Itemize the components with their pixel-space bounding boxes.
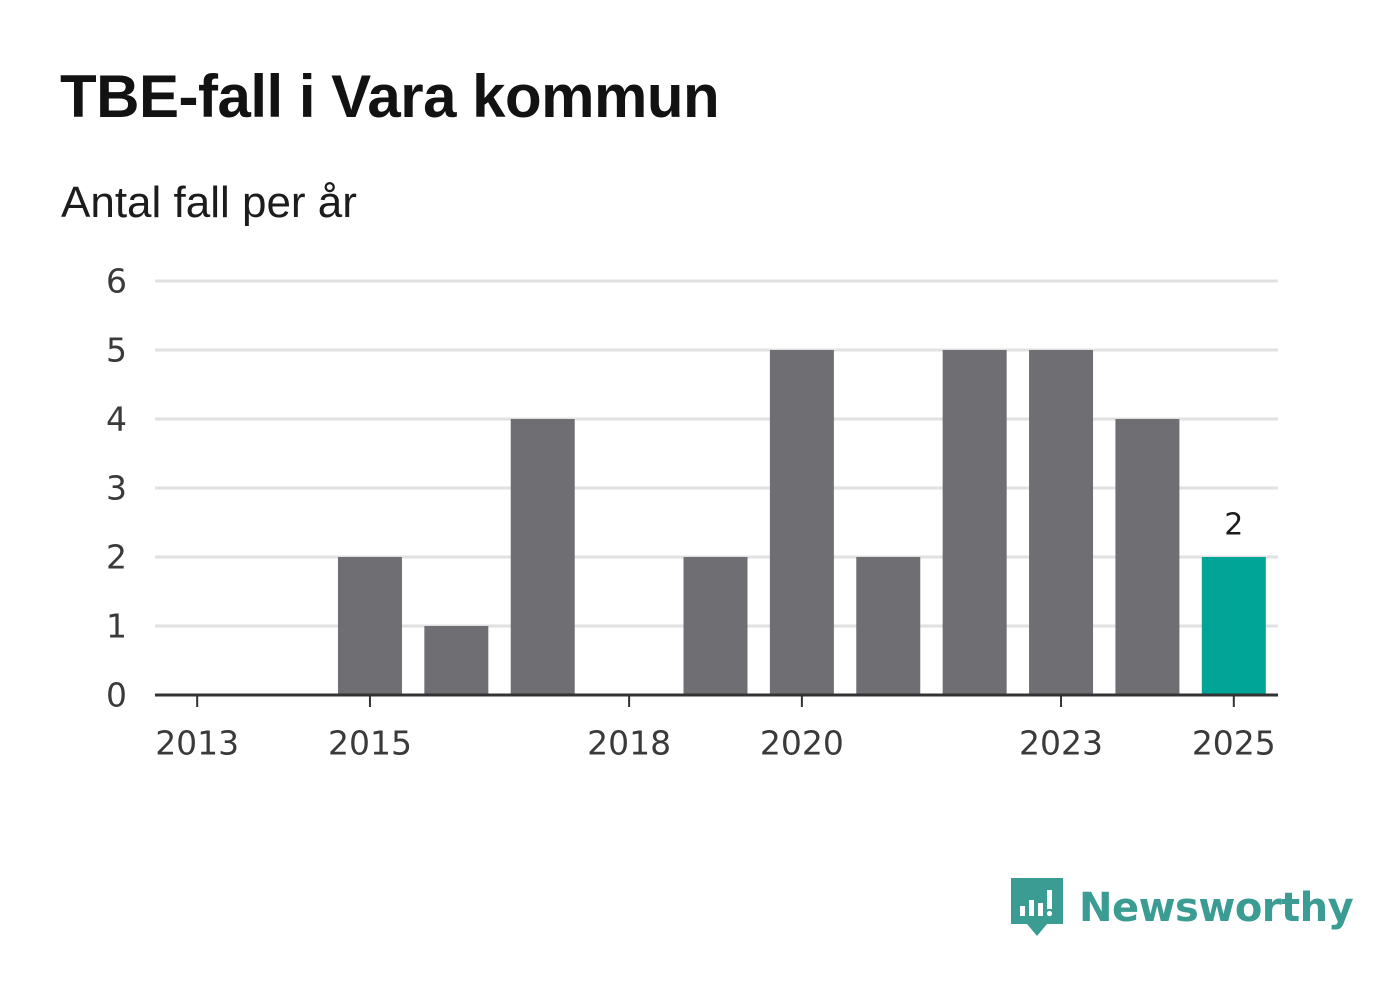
bar-2022: [942, 350, 1007, 695]
chart-subtitle: Antal fall per år: [61, 178, 357, 227]
newsworthy-logo-icon: [1011, 878, 1063, 936]
x-tick-label: 2015: [328, 724, 412, 763]
bar-2020: [769, 350, 834, 695]
bar-2017: [510, 419, 575, 695]
y-tick-label: 4: [106, 400, 127, 439]
bar-2016: [424, 626, 489, 695]
bar-2021: [856, 557, 921, 695]
data-label: 2: [1224, 508, 1243, 543]
bar-2019: [683, 557, 748, 695]
x-tick-label: 2018: [587, 724, 671, 763]
y-axis-labels: 0 1 2 3 4 5 6: [106, 262, 127, 715]
x-axis-labels: 2013 2015 2018 2020 2023 2025: [155, 724, 1276, 763]
y-tick-label: 5: [106, 331, 127, 370]
data-labels: 2: [1224, 508, 1243, 543]
x-axis: [155, 693, 1278, 707]
brand-name: Newsworthy: [1079, 885, 1354, 931]
x-tick-label: 2025: [1192, 724, 1276, 763]
x-tick-label: 2013: [155, 724, 239, 763]
bar-2023: [1029, 350, 1094, 695]
bar-2015: [337, 557, 402, 695]
y-tick-label: 3: [106, 469, 127, 508]
chart-title: TBE-fall i Vara kommun: [60, 63, 720, 130]
y-tick-label: 0: [106, 676, 127, 715]
bar-2024: [1115, 419, 1180, 695]
bar-chart: 0 1 2 3 4 5 6 2013 2015 2018 2020 2023 2025 2: [106, 262, 1278, 763]
y-tick-label: 6: [106, 262, 127, 301]
newsworthy-brand: Newsworthy: [1011, 878, 1354, 938]
y-tick-label: 1: [106, 607, 127, 646]
x-tick-label: 2020: [760, 724, 844, 763]
y-tick-label: 2: [106, 538, 127, 577]
bar-2025: [1201, 557, 1266, 695]
bars: [337, 350, 1266, 695]
x-tick-label: 2023: [1019, 724, 1103, 763]
